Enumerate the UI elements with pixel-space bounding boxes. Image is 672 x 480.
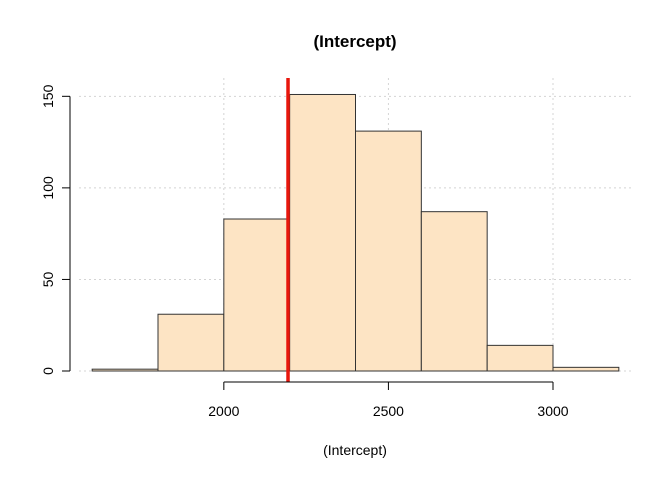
- chart-title: (Intercept): [313, 32, 396, 51]
- histogram-bar: [289, 93, 356, 372]
- y-tick-label: 100: [40, 176, 56, 200]
- histogram-bar: [223, 218, 291, 372]
- y-tick-label: 0: [40, 367, 56, 375]
- x-tick-label: 2500: [373, 403, 404, 419]
- x-axis-label: (Intercept): [323, 442, 387, 458]
- y-tick-label: 50: [40, 271, 56, 287]
- y-axis: 0 50 100 150: [40, 84, 71, 375]
- histogram-bar: [157, 313, 225, 372]
- bars-layer: [91, 93, 620, 372]
- y-tick-label: 150: [40, 84, 56, 108]
- histogram-bar: [486, 344, 554, 372]
- x-tick-label: 3000: [537, 403, 568, 419]
- histogram-bar: [91, 368, 159, 372]
- x-axis: 2000 2500 3000: [208, 381, 569, 419]
- histogram-bar: [420, 211, 488, 372]
- histogram-bar: [355, 130, 422, 372]
- histogram-bar: [552, 366, 620, 372]
- x-tick-label: 2000: [208, 403, 239, 419]
